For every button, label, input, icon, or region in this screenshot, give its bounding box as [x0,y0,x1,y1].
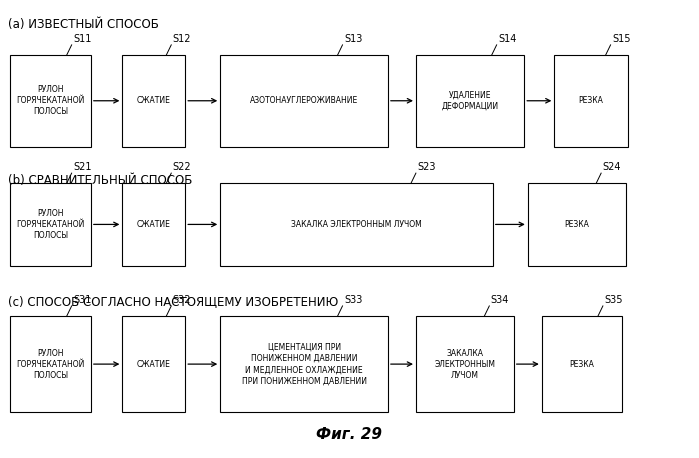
Text: (b) СРАВНИТЕЛЬНЫЙ СПОСОБ: (b) СРАВНИТЕЛЬНЫЙ СПОСОБ [8,174,193,187]
Bar [220,183,493,266]
Text: СЖАТИЕ: СЖАТИЕ [137,96,171,105]
Bar [528,183,626,266]
Bar [122,316,185,412]
Text: (c) СПОСОБ СОГЛАСНО НАСТОЯЩЕМУ ИЗОБРЕТЕНИЮ: (c) СПОСОБ СОГЛАСНО НАСТОЯЩЕМУ ИЗОБРЕТЕН… [8,295,338,308]
Bar [122,55,185,147]
Text: S14: S14 [498,34,517,44]
Bar [416,55,524,147]
Text: S34: S34 [491,295,509,305]
Text: S33: S33 [344,295,362,305]
Bar [122,183,185,266]
Text: S13: S13 [344,34,362,44]
Text: РУЛОН
ГОРЯЧЕКАТАНОЙ
ПОЛОСЫ: РУЛОН ГОРЯЧЕКАТАНОЙ ПОЛОСЫ [17,209,85,240]
Bar [10,55,91,147]
Text: S12: S12 [173,34,191,44]
Bar [220,316,388,412]
Text: ЦЕМЕНТАЦИЯ ПРИ
ПОНИЖЕННОМ ДАВЛЕНИИ
И МЕДЛЕННОЕ ОХЛАЖДЕНИЕ
ПРИ ПОНИЖЕННОМ ДАВЛЕНИ: ЦЕМЕНТАЦИЯ ПРИ ПОНИЖЕННОМ ДАВЛЕНИИ И МЕД… [242,343,366,385]
Text: РЕЗКА: РЕЗКА [579,96,603,105]
Text: АЗОТОНАУГЛЕРОЖИВАНИЕ: АЗОТОНАУГЛЕРОЖИВАНИЕ [250,96,358,105]
Text: S21: S21 [73,162,92,172]
Bar [10,316,91,412]
Text: РЕЗКА: РЕЗКА [564,220,589,229]
Bar [220,55,388,147]
Text: S22: S22 [173,162,192,172]
Text: S23: S23 [417,162,435,172]
Text: УДАЛЕНИЕ
ДЕФОРМАЦИИ: УДАЛЕНИЕ ДЕФОРМАЦИИ [442,91,498,111]
Text: СЖАТИЕ: СЖАТИЕ [137,220,171,229]
Bar [10,183,91,266]
Text: (a) ИЗВЕСТНЫЙ СПОСОБ: (a) ИЗВЕСТНЫЙ СПОСОБ [8,18,159,31]
Text: S31: S31 [73,295,92,305]
Text: S15: S15 [612,34,630,44]
Text: РЕЗКА: РЕЗКА [570,360,594,369]
Text: S32: S32 [173,295,191,305]
Text: S35: S35 [604,295,623,305]
Text: Фиг. 29: Фиг. 29 [317,427,382,442]
Text: ЗАКАЛКА ЭЛЕКТРОННЫМ ЛУЧОМ: ЗАКАЛКА ЭЛЕКТРОННЫМ ЛУЧОМ [291,220,422,229]
Text: ЗАКАЛКА
ЭЛЕКТРОННЫМ
ЛУЧОМ: ЗАКАЛКА ЭЛЕКТРОННЫМ ЛУЧОМ [434,349,496,380]
Bar [554,55,628,147]
Text: РУЛОН
ГОРЯЧЕКАТАНОЙ
ПОЛОСЫ: РУЛОН ГОРЯЧЕКАТАНОЙ ПОЛОСЫ [17,85,85,116]
Text: S24: S24 [603,162,621,172]
Text: РУЛОН
ГОРЯЧЕКАТАНОЙ
ПОЛОСЫ: РУЛОН ГОРЯЧЕКАТАНОЙ ПОЛОСЫ [17,349,85,380]
Text: S11: S11 [73,34,92,44]
Bar [542,316,622,412]
Text: СЖАТИЕ: СЖАТИЕ [137,360,171,369]
Bar [416,316,514,412]
